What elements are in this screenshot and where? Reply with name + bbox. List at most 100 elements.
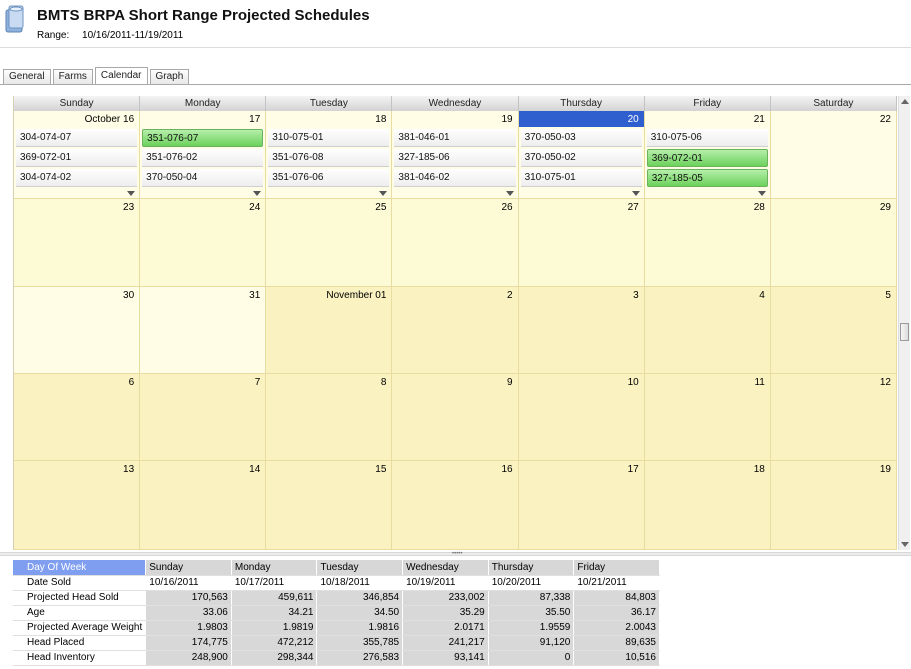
tab-calendar[interactable]: Calendar: [94, 67, 148, 85]
day-header-sunday: Sunday: [14, 96, 141, 111]
range-label: Range:: [37, 30, 70, 41]
schedule-entry[interactable]: 351-076-08: [268, 149, 390, 167]
calendar-day-cell[interactable]: November 01: [266, 287, 393, 373]
day-number: 16: [501, 464, 513, 475]
calendar-day-cell[interactable]: 18 310-075-01 351-076-08 351-076-06: [266, 111, 393, 198]
calendar-day-cell[interactable]: 16: [392, 461, 519, 549]
calendar-day-cell[interactable]: 23: [14, 199, 141, 286]
schedule-entry[interactable]: 381-046-01: [394, 129, 516, 147]
calendar-day-cell[interactable]: 17 351-076-07 351-076-02 370-050-04: [140, 111, 267, 198]
grid-value-cell: 2.0171: [402, 620, 489, 636]
day-number: 18: [375, 114, 387, 125]
tab-farms[interactable]: Farms: [52, 69, 93, 84]
more-items-arrow-icon[interactable]: [631, 191, 640, 196]
panel-splitter[interactable]: [0, 552, 911, 556]
calendar-day-cell[interactable]: 11: [644, 374, 771, 460]
calendar-day-cell[interactable]: 31: [140, 287, 267, 373]
scroll-down-icon[interactable]: [901, 542, 909, 547]
tab-strip: General Farms Calendar Graph: [3, 67, 191, 85]
calendar-day-cell[interactable]: 10: [518, 374, 645, 460]
schedule-entry[interactable]: 304-074-07: [16, 129, 138, 147]
schedule-entry[interactable]: 304-074-02: [16, 169, 138, 187]
day-header-saturday: Saturday: [770, 96, 897, 111]
schedule-entry[interactable]: 351-076-02: [142, 149, 264, 167]
grid-value-cell: 35.50: [488, 605, 575, 621]
more-items-arrow-icon[interactable]: [127, 191, 136, 196]
calendar-day-cell[interactable]: 26: [392, 199, 519, 286]
calendar-day-cell[interactable]: 6: [14, 374, 141, 460]
grid-value-cell: 91,120: [488, 635, 575, 651]
schedule-entry[interactable]: 351-076-07: [142, 129, 264, 147]
schedule-entry[interactable]: 310-075-01: [268, 129, 390, 147]
day-number: 21: [753, 114, 765, 125]
calendar-day-cell[interactable]: 17: [518, 461, 645, 549]
grid-day-header: Thursday: [488, 560, 575, 576]
calendar-day-cell[interactable]: 27: [518, 199, 645, 286]
calendar-day-cell[interactable]: 13: [14, 461, 141, 549]
calendar-day-cell[interactable]: 25: [266, 199, 393, 286]
day-number: 31: [249, 290, 261, 301]
splitter-grip-icon[interactable]: •••••: [452, 551, 463, 557]
calendar-day-cell[interactable]: 14: [140, 461, 267, 549]
calendar-day-cell[interactable]: October 16 304-074-07 369-072-01 304-074-02: [14, 111, 141, 198]
day-number: 19: [879, 464, 891, 475]
grid-row-label: Projected Head Sold: [13, 590, 147, 606]
grid-day-header: Monday: [231, 560, 318, 576]
schedule-entry[interactable]: 370-050-02: [520, 149, 642, 167]
calendar-day-cell[interactable]: 4: [644, 287, 771, 373]
more-items-arrow-icon[interactable]: [253, 191, 262, 196]
grid-row-label: Head Placed: [13, 635, 147, 651]
calendar-day-cell[interactable]: 20 370-050-03 370-050-02 310-075-01: [518, 111, 645, 198]
schedule-entry[interactable]: 327-185-06: [394, 149, 516, 167]
day-number: 5: [885, 290, 891, 301]
day-number: 29: [879, 202, 891, 213]
calendar-day-cell[interactable]: 28: [644, 199, 771, 286]
calendar-day-cell[interactable]: 5: [770, 287, 897, 373]
day-number: 2: [507, 290, 513, 301]
day-header-thursday: Thursday: [518, 96, 645, 111]
calendar-day-cell[interactable]: 9: [392, 374, 519, 460]
calendar-day-cell[interactable]: 24: [140, 199, 267, 286]
schedule-entry[interactable]: 369-072-01: [646, 149, 768, 167]
day-number: 30: [123, 290, 135, 301]
calendar-day-cell[interactable]: 7: [140, 374, 267, 460]
schedule-entry[interactable]: 327-185-05: [646, 169, 768, 187]
calendar-day-cell[interactable]: 3: [518, 287, 645, 373]
tab-graph[interactable]: Graph: [149, 69, 190, 84]
schedule-entry[interactable]: 369-072-01: [16, 149, 138, 167]
calendar-day-cell[interactable]: 15: [266, 461, 393, 549]
grid-date-cell: 10/21/2011: [573, 575, 660, 591]
grid-value-cell: 33.06: [145, 605, 232, 621]
tab-general[interactable]: General: [3, 69, 51, 84]
calendar-day-cell[interactable]: 29: [770, 199, 897, 286]
calendar-day-cell[interactable]: 19: [770, 461, 897, 549]
day-header-monday: Monday: [140, 96, 267, 111]
calendar-day-cell[interactable]: 19 381-046-01 327-185-06 381-046-02: [392, 111, 519, 198]
calendar-day-cell[interactable]: 2: [392, 287, 519, 373]
more-items-arrow-icon[interactable]: [379, 191, 388, 196]
calendar-day-cell[interactable]: 21 310-075-06 369-072-01 327-185-05: [644, 111, 771, 198]
calendar-day-cell[interactable]: 12: [770, 374, 897, 460]
day-number: 24: [249, 202, 261, 213]
calendar-scrollbar[interactable]: [898, 96, 910, 550]
calendar-day-cell[interactable]: 22: [770, 111, 897, 198]
schedule-entry[interactable]: 351-076-06: [268, 169, 390, 187]
calendar-day-cell[interactable]: 18: [644, 461, 771, 549]
day-number: 7: [254, 377, 261, 388]
schedule-entry[interactable]: 381-046-02: [394, 169, 516, 187]
more-items-arrow-icon[interactable]: [505, 191, 514, 196]
calendar-day-cell[interactable]: 30: [14, 287, 141, 373]
schedule-entry[interactable]: 370-050-04: [142, 169, 264, 187]
more-items-arrow-icon[interactable]: [757, 191, 766, 196]
summary-grid: Day Of Week Sunday Monday Tuesday Wednesday T…: [13, 560, 660, 666]
schedule-entry[interactable]: 310-075-06: [646, 129, 768, 147]
day-number: 3: [633, 290, 639, 301]
grid-header-row: Day Of Week Sunday Monday Tuesday Wednesday T…: [13, 560, 660, 576]
scroll-thumb[interactable]: [900, 323, 909, 341]
scroll-up-icon[interactable]: [901, 99, 909, 104]
schedule-entry[interactable]: 310-075-01: [520, 169, 642, 187]
schedule-entry[interactable]: 370-050-03: [520, 129, 642, 147]
grid-value-cell: 84,803: [573, 590, 660, 606]
calendar-day-cell[interactable]: 8: [266, 374, 393, 460]
day-number: 9: [507, 377, 513, 388]
